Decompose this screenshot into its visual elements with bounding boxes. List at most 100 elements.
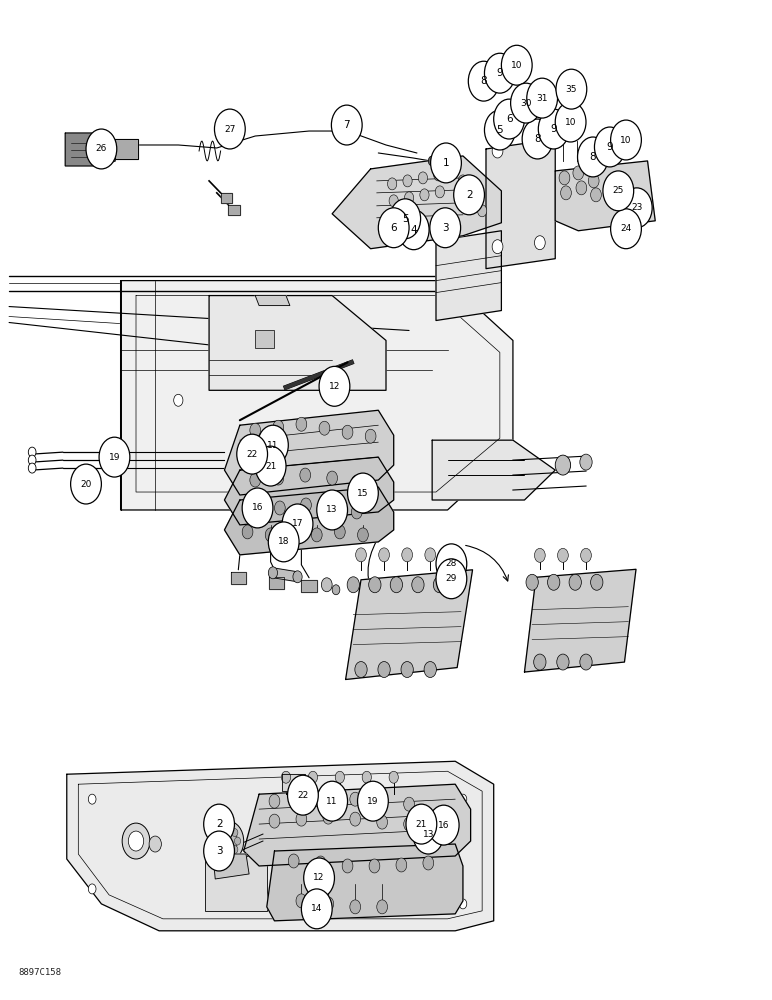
Text: 25: 25	[613, 186, 624, 195]
Circle shape	[319, 421, 330, 435]
Circle shape	[485, 53, 515, 93]
Circle shape	[235, 837, 241, 845]
Polygon shape	[225, 487, 394, 555]
Circle shape	[510, 83, 541, 123]
Polygon shape	[115, 139, 138, 159]
Circle shape	[149, 836, 161, 852]
Text: 9: 9	[607, 142, 613, 152]
Polygon shape	[256, 296, 290, 306]
Text: 1: 1	[442, 158, 449, 168]
Circle shape	[557, 548, 568, 562]
Circle shape	[29, 455, 36, 465]
Circle shape	[216, 837, 222, 845]
Circle shape	[577, 137, 608, 177]
Circle shape	[356, 548, 367, 562]
Circle shape	[301, 889, 332, 929]
Circle shape	[557, 654, 569, 670]
Circle shape	[580, 454, 592, 470]
Circle shape	[350, 900, 361, 914]
Circle shape	[362, 771, 371, 783]
Circle shape	[556, 69, 587, 109]
Circle shape	[459, 899, 467, 909]
Polygon shape	[346, 570, 472, 680]
Circle shape	[258, 425, 288, 465]
Text: 29: 29	[445, 574, 457, 583]
Circle shape	[273, 471, 283, 485]
Circle shape	[390, 199, 421, 239]
Text: 18: 18	[278, 537, 290, 546]
Circle shape	[232, 829, 238, 837]
Text: 17: 17	[292, 519, 303, 528]
Circle shape	[218, 829, 225, 837]
Polygon shape	[267, 844, 463, 921]
Text: 2: 2	[466, 190, 472, 200]
Circle shape	[591, 574, 603, 590]
Text: 2: 2	[215, 819, 222, 829]
Text: 3: 3	[442, 223, 449, 233]
Text: 7: 7	[344, 120, 350, 130]
Circle shape	[424, 662, 436, 678]
Polygon shape	[213, 854, 249, 879]
Circle shape	[560, 186, 571, 200]
Circle shape	[534, 139, 545, 153]
Circle shape	[591, 188, 601, 202]
Polygon shape	[332, 156, 501, 249]
Circle shape	[317, 490, 347, 530]
Text: 27: 27	[224, 125, 235, 134]
Circle shape	[218, 846, 225, 854]
Circle shape	[296, 417, 306, 431]
Text: 10: 10	[565, 118, 577, 127]
Circle shape	[88, 884, 96, 894]
Circle shape	[401, 548, 412, 562]
Circle shape	[493, 99, 524, 139]
Circle shape	[378, 662, 390, 678]
Polygon shape	[301, 580, 317, 592]
Text: 24: 24	[621, 224, 631, 233]
Circle shape	[86, 129, 117, 169]
Circle shape	[347, 473, 378, 513]
Circle shape	[225, 849, 232, 857]
Circle shape	[436, 559, 467, 599]
Circle shape	[282, 504, 313, 544]
Polygon shape	[120, 281, 513, 510]
Polygon shape	[555, 161, 655, 231]
Circle shape	[472, 193, 482, 205]
Text: 8: 8	[534, 134, 541, 144]
Circle shape	[269, 814, 279, 828]
Circle shape	[466, 183, 476, 195]
Polygon shape	[66, 761, 493, 931]
Circle shape	[527, 78, 557, 118]
Circle shape	[389, 195, 398, 207]
Circle shape	[269, 567, 278, 579]
Circle shape	[377, 795, 388, 809]
Circle shape	[533, 654, 546, 670]
Circle shape	[266, 528, 276, 542]
Circle shape	[594, 127, 625, 167]
Circle shape	[288, 531, 299, 545]
Circle shape	[273, 420, 283, 434]
Circle shape	[404, 817, 415, 831]
Circle shape	[213, 821, 244, 861]
Circle shape	[355, 662, 367, 678]
Circle shape	[378, 208, 409, 248]
Text: 10: 10	[620, 136, 631, 145]
Circle shape	[555, 102, 586, 142]
Circle shape	[225, 825, 232, 833]
Text: 11: 11	[267, 441, 279, 450]
Circle shape	[423, 856, 434, 870]
Circle shape	[469, 61, 499, 101]
Text: 10: 10	[511, 61, 523, 70]
Text: 21: 21	[415, 820, 427, 829]
Circle shape	[459, 794, 467, 804]
Circle shape	[433, 577, 445, 593]
Circle shape	[459, 175, 468, 187]
Circle shape	[317, 781, 347, 821]
Circle shape	[379, 548, 389, 562]
Circle shape	[431, 143, 462, 183]
Circle shape	[436, 544, 467, 584]
Circle shape	[369, 859, 380, 873]
Text: 4: 4	[411, 225, 417, 235]
Polygon shape	[524, 569, 636, 672]
Circle shape	[323, 810, 334, 824]
Circle shape	[573, 166, 584, 180]
